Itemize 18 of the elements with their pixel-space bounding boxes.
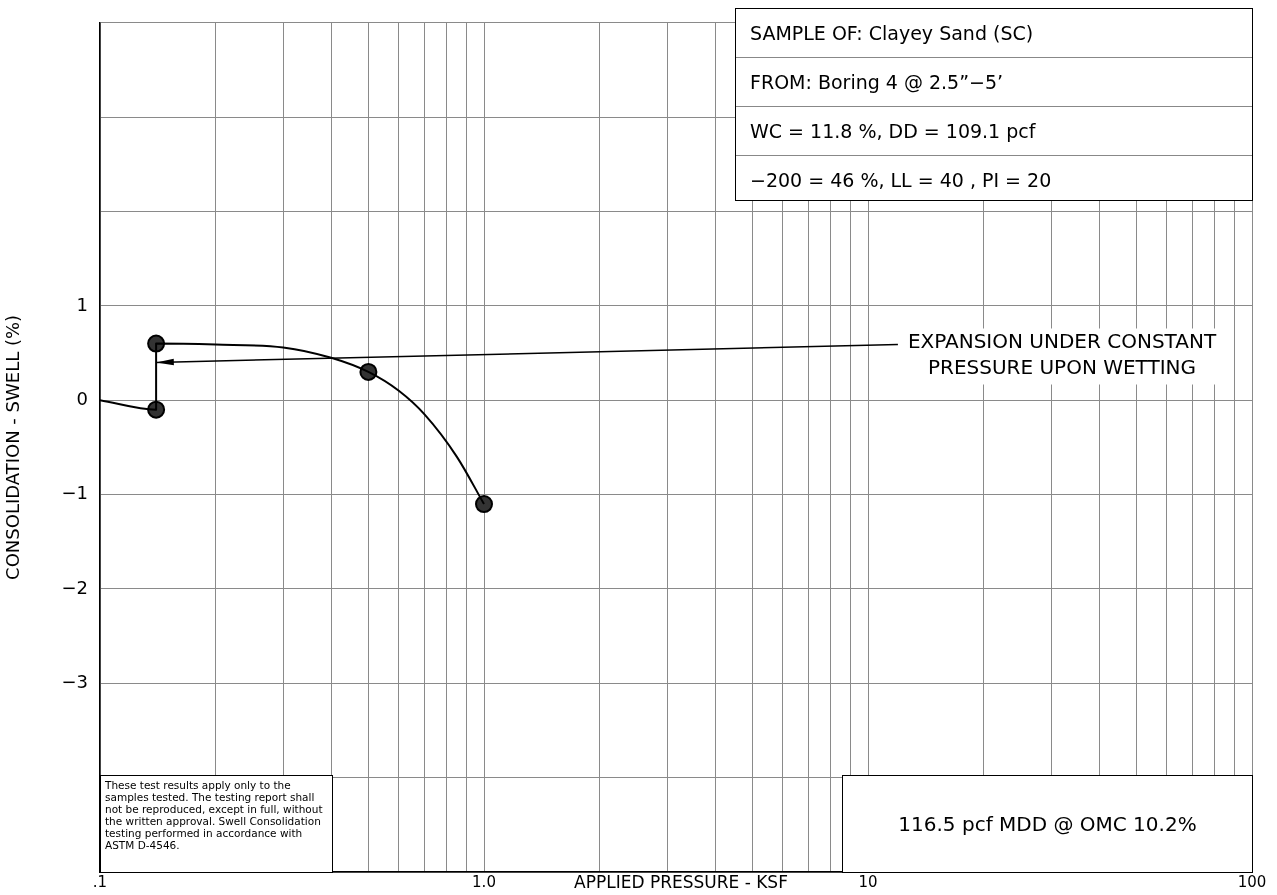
annotation: SAMPLE OF: Clayey Sand (SC) [736, 9, 1252, 58]
note-box: These test results apply only to the samples tested. The testing report shall not be reproduced, except in full, without the written approval. Swell Consolidation testing performed in accordance with ASTM D-4546. [100, 775, 333, 873]
x-tick-label: 1.0 [472, 872, 496, 891]
y-axis-title: CONSOLIDATION - SWELL (%) [2, 314, 24, 580]
y-tick-label: −3 [61, 670, 88, 692]
result-box: 116.5 pcf MDD @ OMC 10.2% [842, 775, 1253, 873]
y-tick-label: −2 [61, 576, 88, 598]
x-axis-title: APPLIED PRESSURE - KSF [574, 872, 788, 893]
x-tick-label: .1 [92, 872, 108, 891]
annotation: FROM: Boring 4 @ 2.5”−5’ [736, 58, 1252, 107]
annotation: EXPANSION UNDER CONSTANT PRESSURE UPON WETTING [907, 328, 1217, 379]
y-tick-label: −1 [61, 482, 88, 504]
annotation: WC = 11.8 %, DD = 109.1 pcf [736, 107, 1252, 156]
x-tick-label: 10 [858, 872, 878, 891]
y-tick-label: 0 [76, 387, 88, 409]
x-tick-label: 100 [1237, 872, 1267, 891]
annotation: −200 = 46 %, LL = 40 , PI = 20 [749, 168, 1053, 193]
y-tick-label: 1 [76, 293, 88, 315]
